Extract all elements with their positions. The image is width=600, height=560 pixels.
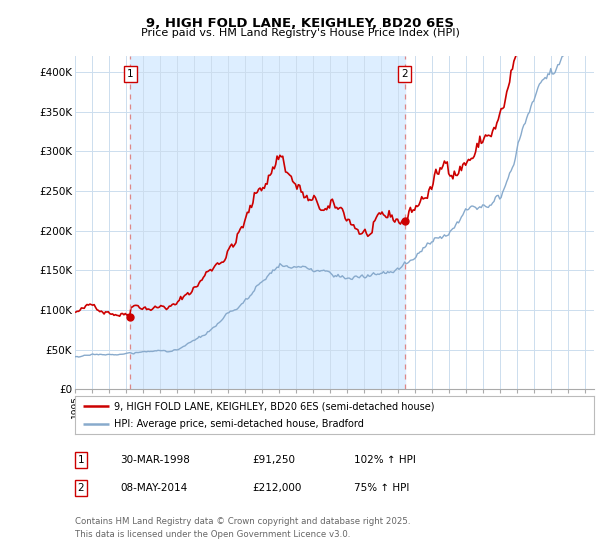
Text: 1: 1 <box>77 455 85 465</box>
Bar <box>130 56 404 389</box>
Text: 08-MAY-2014: 08-MAY-2014 <box>120 483 187 493</box>
Text: Price paid vs. HM Land Registry's House Price Index (HPI): Price paid vs. HM Land Registry's House … <box>140 28 460 38</box>
Text: 102% ↑ HPI: 102% ↑ HPI <box>354 455 416 465</box>
Text: 9, HIGH FOLD LANE, KEIGHLEY, BD20 6ES (semi-detached house): 9, HIGH FOLD LANE, KEIGHLEY, BD20 6ES (s… <box>114 401 434 411</box>
Text: 2: 2 <box>77 483 85 493</box>
Text: 1: 1 <box>127 69 134 80</box>
Text: £212,000: £212,000 <box>252 483 301 493</box>
Text: £91,250: £91,250 <box>252 455 295 465</box>
Text: Contains HM Land Registry data © Crown copyright and database right 2025.
This d: Contains HM Land Registry data © Crown c… <box>75 517 410 539</box>
Text: 2: 2 <box>401 69 408 80</box>
Text: 9, HIGH FOLD LANE, KEIGHLEY, BD20 6ES: 9, HIGH FOLD LANE, KEIGHLEY, BD20 6ES <box>146 17 454 30</box>
Text: 30-MAR-1998: 30-MAR-1998 <box>120 455 190 465</box>
Text: 75% ↑ HPI: 75% ↑ HPI <box>354 483 409 493</box>
Text: HPI: Average price, semi-detached house, Bradford: HPI: Average price, semi-detached house,… <box>114 419 364 429</box>
